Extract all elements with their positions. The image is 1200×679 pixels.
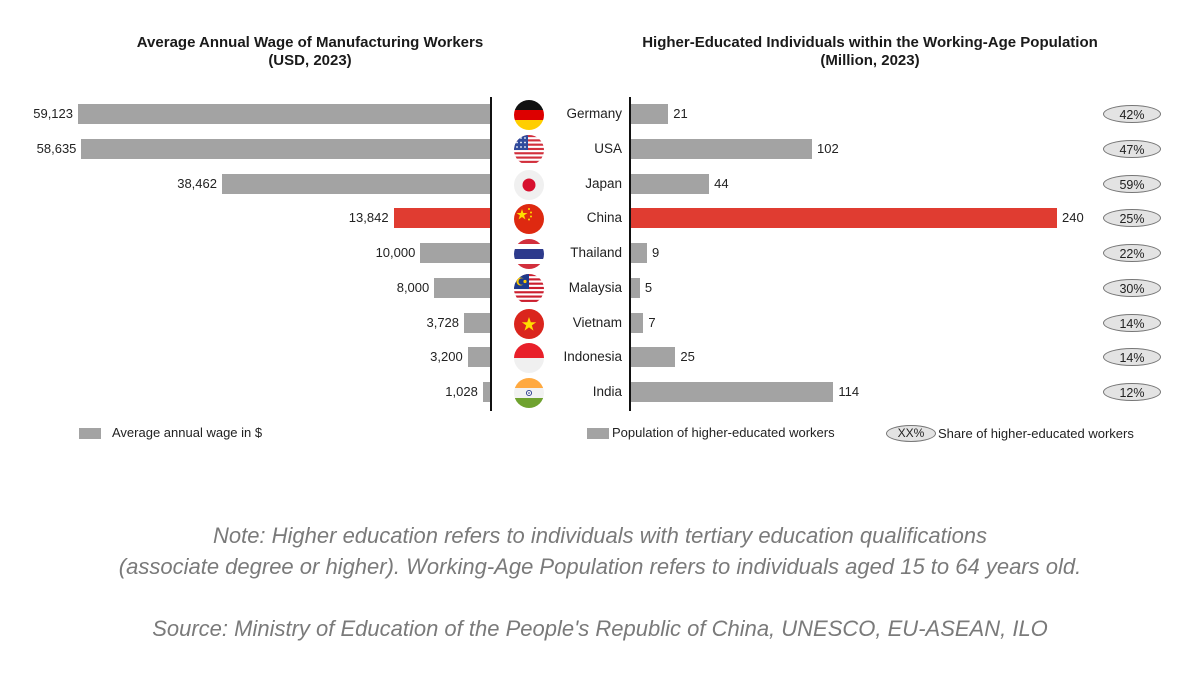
- left-title-line1: Average Annual Wage of Manufacturing Wor…: [136, 34, 484, 51]
- footnote-line1: Note: Higher education refers to individ…: [212, 523, 988, 548]
- right-title-line1: Higher-Educated Individuals within the W…: [642, 34, 1098, 51]
- chart-row-japan: 38,462 Japan 44 59%: [0, 167, 1200, 202]
- india-flag-icon: [514, 378, 544, 408]
- population-legend: Population of higher-educated workers: [587, 425, 835, 441]
- population-bar: [631, 347, 676, 368]
- population-bar: [631, 277, 640, 298]
- share-legend-label: Share of higher-educated workers: [938, 425, 1134, 441]
- germany-flag-icon: [514, 100, 544, 130]
- usa-flag-icon: [514, 134, 544, 165]
- share-legend-oval: XX%: [886, 425, 936, 442]
- share-oval: 14%: [1103, 348, 1161, 367]
- share-oval: 47%: [1103, 139, 1161, 158]
- country-label: Malaysia: [568, 279, 622, 295]
- right-chart-title: Higher-Educated Individuals within the W…: [580, 34, 1160, 70]
- chart-row-indonesia: 3,200 Indonesia 25 14%: [0, 340, 1200, 375]
- wage-legend-swatch: [79, 427, 101, 439]
- population-value-label: 102: [817, 140, 839, 156]
- population-bar: [631, 382, 834, 402]
- china-flag-icon: [514, 204, 544, 235]
- left-chart-title: Average Annual Wage of Manufacturing Wor…: [60, 34, 560, 70]
- population-value-label: 9: [651, 245, 660, 260]
- wage-value-label: 38,462: [177, 175, 217, 191]
- chart-row-malaysia: 8,000 Malaysia 5 30%: [0, 271, 1200, 306]
- wage-bar: [464, 312, 490, 333]
- indonesia-flag-icon: [514, 343, 544, 374]
- country-label: India: [592, 384, 622, 399]
- country-label: China: [586, 210, 622, 226]
- population-value-label: 25: [680, 349, 695, 365]
- country-label: Japan: [585, 175, 622, 191]
- wage-value-label: 58,635: [36, 140, 77, 156]
- chart-row-thailand: 10,000 Thailand 9 22%: [0, 236, 1200, 271]
- wage-value-label: 13,842: [348, 210, 389, 226]
- share-oval: 59%: [1103, 174, 1161, 193]
- wage-value-label: 10,000: [375, 245, 416, 260]
- population-bar: [631, 104, 669, 124]
- wage-legend-label: Average annual wage in $: [112, 425, 263, 440]
- wage-value-label: 1,028: [445, 384, 478, 399]
- wage-bar: [467, 347, 490, 368]
- population-value-label: 5: [644, 279, 653, 295]
- country-label: Indonesia: [563, 349, 622, 365]
- right-title-line2: (Million, 2023): [820, 52, 920, 69]
- chart-row-germany: 59,123 Germany 21 42%: [0, 97, 1200, 132]
- wage-bar: [81, 138, 490, 159]
- population-bar: [631, 312, 644, 333]
- population-value-label: 240: [1062, 210, 1084, 226]
- share-oval: 30%: [1103, 278, 1161, 297]
- population-legend-swatch: [587, 427, 609, 439]
- footnote-line2: (associate degree or higher). Working-Ag…: [118, 554, 1082, 579]
- thailand-flag-icon: [514, 239, 544, 269]
- vietnam-flag-icon: [514, 308, 544, 339]
- chart-row-vietnam: 3,728 Vietnam 7 14%: [0, 306, 1200, 341]
- population-bar: [631, 173, 710, 194]
- wage-value-label: 3,200: [430, 349, 463, 365]
- wage-bar: [434, 277, 490, 298]
- wage-bar: [393, 208, 490, 229]
- chart-row-usa: 58,635 USA 102 47%: [0, 132, 1200, 167]
- wage-bar: [420, 243, 490, 263]
- population-value-label: 44: [714, 175, 729, 191]
- share-oval: 14%: [1103, 313, 1161, 332]
- share-oval: 25%: [1103, 209, 1161, 228]
- source-note: Source: Ministry of Education of the Peo…: [152, 616, 1048, 641]
- malaysia-flag-icon: [514, 273, 544, 304]
- country-label: Germany: [566, 106, 622, 121]
- wage-bar: [78, 104, 490, 124]
- wage-legend: Average annual wage in $: [79, 425, 262, 441]
- population-bar: [631, 243, 647, 263]
- wage-bar: [482, 382, 490, 402]
- chart-row-india: 1,028 India 114 12%: [0, 375, 1200, 410]
- share-oval: 42%: [1103, 105, 1161, 123]
- wage-axis-line: [490, 97, 492, 411]
- chart-row-china: 13,842 China 240 25%: [0, 201, 1200, 236]
- wage-bar: [221, 173, 490, 194]
- population-value-label: 114: [838, 384, 860, 399]
- left-title-line2: (USD, 2023): [268, 52, 352, 69]
- wage-value-label: 8,000: [396, 279, 430, 295]
- footnote: Note: Higher education refers to individ…: [0, 520, 1200, 582]
- country-label: Vietnam: [572, 314, 622, 330]
- population-bar: [631, 208, 1057, 229]
- population-axis-line: [629, 97, 631, 411]
- japan-flag-icon: [514, 169, 544, 200]
- population-value-label: 7: [648, 314, 656, 330]
- share-oval: 12%: [1103, 383, 1161, 401]
- wage-value-label: 59,123: [33, 106, 73, 121]
- share-legend: XX% Share of higher-educated workers: [886, 425, 1134, 442]
- population-legend-label: Population of higher-educated workers: [612, 425, 835, 440]
- wage-value-label: 3,728: [426, 314, 460, 330]
- country-label: Thailand: [570, 245, 622, 260]
- share-oval: 22%: [1103, 244, 1161, 262]
- country-label: USA: [594, 140, 622, 156]
- population-value-label: 21: [673, 106, 688, 121]
- population-bar: [631, 138, 813, 159]
